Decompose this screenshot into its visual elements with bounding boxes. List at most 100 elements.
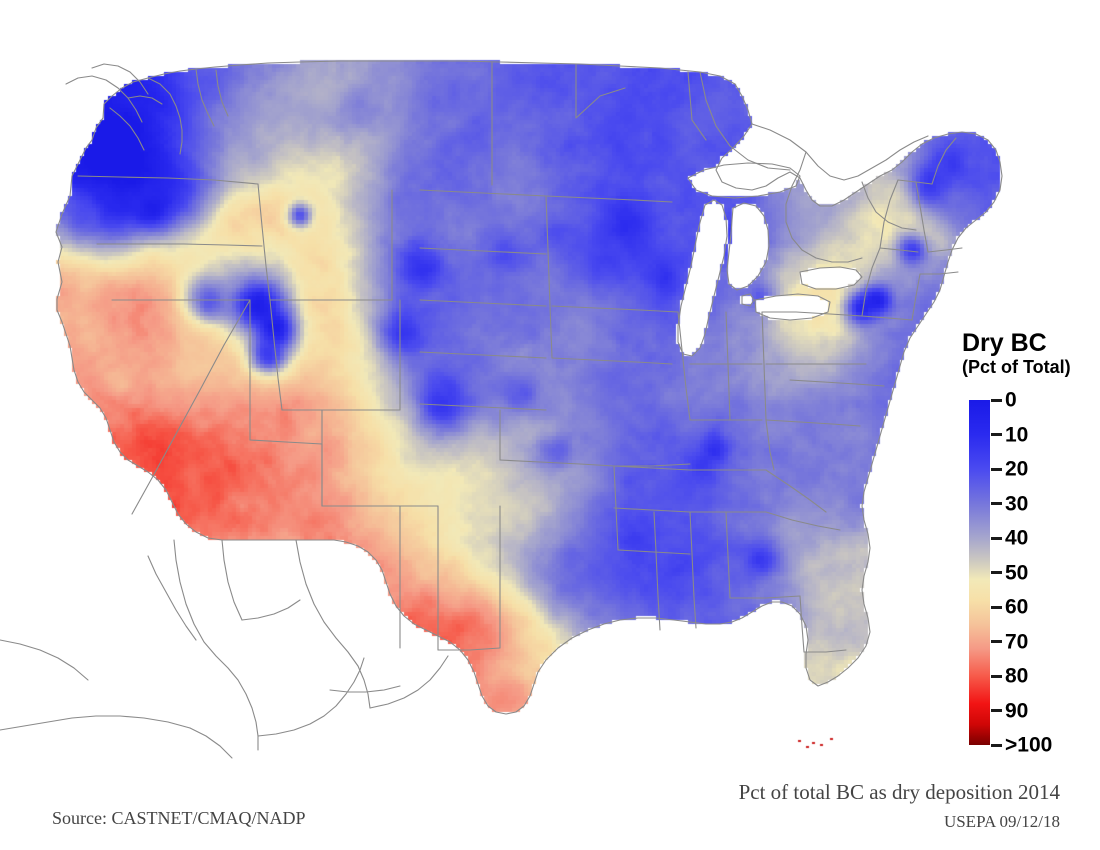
international-border	[329, 685, 401, 693]
international-border	[0, 715, 191, 731]
state-border	[919, 271, 959, 275]
state-border	[545, 195, 553, 359]
international-border	[65, 75, 143, 123]
colorbar-tick-mark	[991, 709, 1002, 712]
state-border	[437, 647, 501, 651]
state-border	[419, 247, 547, 255]
state-border	[729, 595, 801, 599]
international-border	[295, 539, 371, 709]
great-lake-outline	[726, 202, 770, 291]
colorbar-tick-mark	[991, 571, 1002, 574]
colorbar-tick-label: 90	[1005, 699, 1029, 722]
state-border	[653, 511, 661, 631]
colorbar-tick-mark	[991, 433, 1002, 436]
international-border	[369, 655, 449, 709]
great-lake-outline	[754, 293, 831, 321]
great-lake-outline	[799, 266, 863, 290]
state-border	[677, 311, 691, 421]
state-border	[765, 469, 827, 513]
state-border	[613, 463, 691, 467]
great-lake-outline	[741, 293, 755, 307]
state-border	[77, 175, 259, 185]
state-border	[96, 243, 263, 247]
state-border	[249, 439, 323, 445]
state-border	[613, 465, 619, 551]
colorbar-tick-mark	[991, 674, 1002, 678]
colorbar-tick-mark	[991, 605, 1002, 609]
colorbar-tick-label: 10	[1005, 423, 1029, 446]
state-border	[617, 549, 691, 555]
caption-main-title: Pct of total BC as dry deposition 2014	[738, 780, 1060, 804]
state-boundaries	[0, 60, 1003, 759]
colorbar-tick-mark	[991, 640, 1002, 643]
state-border	[551, 305, 679, 313]
international-border	[147, 77, 183, 155]
state-border	[861, 247, 881, 317]
state-border	[915, 181, 929, 253]
colorbar-gradient	[969, 400, 990, 745]
international-border	[861, 181, 917, 231]
state-border	[545, 195, 673, 203]
state-border	[911, 273, 921, 321]
great-lake-outline	[677, 199, 728, 357]
state-border	[419, 403, 547, 411]
colorbar-tick-label: 40	[1005, 526, 1029, 550]
international-border	[147, 555, 197, 641]
colorbar-tick-mark	[991, 743, 1002, 747]
state-border	[131, 299, 251, 515]
state-border	[879, 247, 919, 253]
conus-outline	[55, 60, 1003, 715]
caption-source: Source: CASTNET/CMAQ/NADP	[52, 808, 306, 828]
international-border	[751, 123, 929, 181]
state-border	[419, 351, 547, 359]
state-border	[499, 459, 615, 467]
state-border	[419, 189, 547, 197]
caption-agency-date: USEPA 09/12/18	[943, 812, 1060, 831]
state-border	[551, 357, 673, 365]
international-border	[109, 107, 145, 151]
state-border	[861, 315, 913, 321]
international-border	[699, 71, 791, 171]
colorbar-tick-label: 30	[1005, 492, 1029, 515]
colorbar-tick-label: 70	[1005, 630, 1029, 653]
state-border	[931, 137, 957, 185]
legend-subtitle: (Pct of Total)	[962, 357, 1071, 377]
state-border	[269, 299, 283, 411]
legend: Dry BC (Pct of Total) 0 10 20 30 40 50 60 70 80 9…	[962, 329, 1100, 756]
state-border	[613, 465, 767, 471]
state-border	[765, 419, 861, 427]
state-border	[799, 595, 805, 653]
colorbar-tick-label: 20	[1005, 457, 1029, 481]
international-border	[575, 63, 626, 119]
international-border	[195, 68, 215, 127]
international-border	[687, 71, 707, 141]
legend-title: Dry BC	[962, 329, 1047, 357]
colorbar-group: 0 10 20 30 40 50 60 70 80 90 >100	[969, 390, 1099, 756]
colorbar-tick-label: 60	[1005, 595, 1029, 619]
state-border	[765, 419, 775, 471]
state-border	[725, 311, 731, 421]
state-border	[879, 179, 899, 249]
international-border	[0, 639, 89, 681]
international-border	[221, 539, 243, 621]
colorbar-tick-mark	[991, 467, 1002, 471]
international-border	[91, 63, 149, 95]
international-border	[785, 151, 863, 263]
state-border	[761, 311, 767, 421]
international-border	[215, 69, 229, 117]
state-border	[761, 311, 863, 317]
international-border	[173, 539, 259, 751]
state-border	[419, 299, 547, 307]
state-border	[725, 511, 731, 599]
colorbar-tick-label: 80	[1005, 664, 1029, 688]
great-lake-outline	[687, 162, 801, 199]
state-border	[927, 247, 963, 253]
colorbar-tick-mark	[991, 398, 1002, 402]
colorbar-tick-mark	[991, 536, 1002, 540]
international-border	[257, 657, 365, 737]
state-border	[789, 379, 885, 387]
